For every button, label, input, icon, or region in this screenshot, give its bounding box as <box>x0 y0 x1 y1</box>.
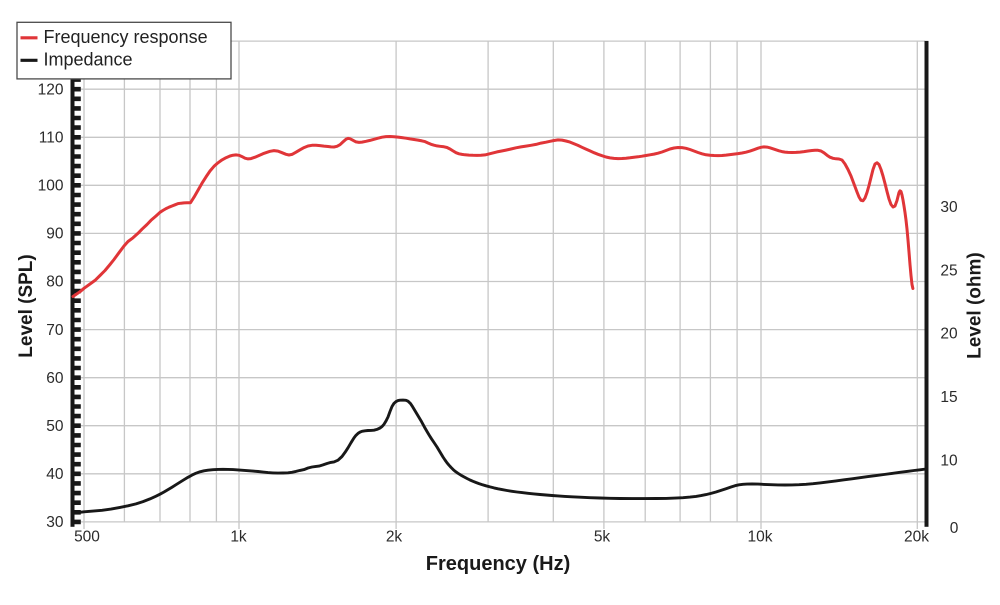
svg-text:120: 120 <box>38 81 64 98</box>
svg-text:5k: 5k <box>594 529 611 546</box>
svg-text:Frequency response: Frequency response <box>44 27 208 47</box>
svg-text:50: 50 <box>46 418 64 435</box>
svg-text:100: 100 <box>38 178 64 195</box>
svg-text:80: 80 <box>46 274 64 291</box>
svg-text:30: 30 <box>940 199 958 216</box>
svg-text:10: 10 <box>940 452 958 469</box>
svg-text:15: 15 <box>940 389 957 406</box>
svg-text:Level (ohm): Level (ohm) <box>965 252 986 359</box>
svg-text:Frequency (Hz): Frequency (Hz) <box>426 553 570 575</box>
svg-text:Impedance: Impedance <box>44 49 133 69</box>
svg-text:40: 40 <box>46 466 64 483</box>
svg-text:500: 500 <box>74 529 100 546</box>
svg-text:110: 110 <box>39 130 64 147</box>
svg-text:90: 90 <box>46 226 64 243</box>
svg-text:0: 0 <box>950 520 959 537</box>
svg-text:30: 30 <box>46 514 64 531</box>
svg-text:1k: 1k <box>230 529 247 546</box>
svg-text:Level (SPL): Level (SPL) <box>16 254 37 357</box>
svg-text:20k: 20k <box>904 529 929 546</box>
svg-text:70: 70 <box>46 322 64 339</box>
svg-text:20: 20 <box>940 326 958 343</box>
svg-text:60: 60 <box>46 370 64 387</box>
svg-text:2k: 2k <box>386 529 403 546</box>
svg-text:10k: 10k <box>748 529 773 546</box>
svg-text:25: 25 <box>940 262 957 279</box>
